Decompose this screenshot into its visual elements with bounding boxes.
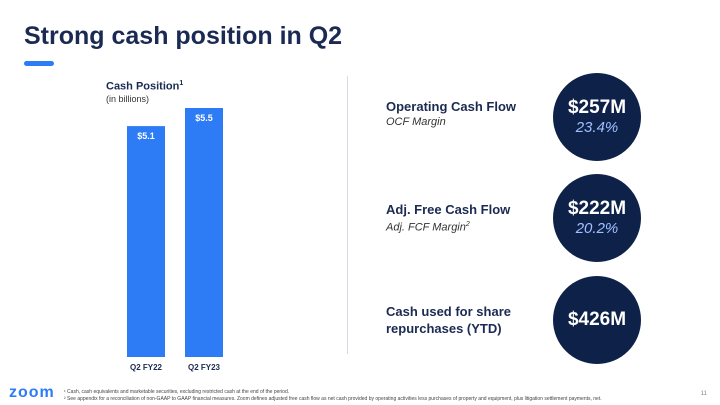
chart-title: Cash Position1: [106, 80, 184, 93]
metric-ocf-circle: $257M 23.4%: [553, 73, 641, 161]
bar-q2-fy23: [185, 108, 223, 357]
metric-ocf-percent: 23.4%: [575, 119, 619, 136]
cash-position-chart: $5.1 Q2 FY22 $5.5 Q2 FY23: [127, 108, 223, 372]
bar-value-label: $5.1: [137, 131, 155, 141]
zoom-logo: zoom: [9, 384, 55, 401]
section-divider: [347, 76, 348, 354]
category-label: Q2 FY23: [188, 363, 221, 372]
metric-fcf-note: Adj. FCF Margin2: [386, 221, 470, 234]
metric-repurchase-circle: $426M: [553, 276, 641, 364]
metric-repurchase-name-line1: Cash used for share: [386, 304, 511, 319]
page-number: 11: [700, 391, 707, 397]
chart-subtitle: (in billions): [106, 93, 150, 104]
metric-ocf-note: OCF Margin: [386, 116, 446, 128]
page-title: Strong cash position in Q2: [24, 22, 343, 50]
metric-ocf-label: Operating Cash Flow OCF Margin: [386, 98, 516, 129]
title-accent-bar: [24, 61, 54, 66]
metric-repurchase-label: Cash used for share repurchases (YTD): [386, 303, 511, 337]
category-label: Q2 FY22: [130, 363, 163, 372]
metric-fcf-footnote-marker: 2: [465, 221, 470, 228]
bar-value-label: $5.5: [195, 113, 213, 123]
footnote-1: ¹ Cash, cash equivalents and marketable …: [64, 389, 290, 395]
metric-repurchase-name-line2: repurchases (YTD): [386, 321, 502, 336]
metric-fcf-percent: 20.2%: [575, 220, 619, 237]
metric-fcf-value: $222M: [567, 198, 627, 219]
footnotes: ¹ Cash, cash equivalents and marketable …: [64, 389, 602, 403]
footnote-2: ² See appendix for a reconciliation of n…: [64, 396, 602, 402]
metric-fcf-label: Adj. Free Cash Flow Adj. FCF Margin2: [386, 201, 510, 235]
metric-ocf-value: $257M: [567, 97, 627, 118]
chart-title-block: Cash Position1 (in billions): [106, 80, 183, 104]
metric-ocf-name: Operating Cash Flow: [386, 99, 517, 114]
bar-q2-fy22: [127, 126, 165, 357]
chart-title-footnote-marker: 1: [179, 80, 184, 87]
metric-repurchase-value: $426M: [567, 309, 627, 330]
metric-fcf-name: Adj. Free Cash Flow: [386, 202, 511, 217]
metric-fcf-circle: $222M 20.2%: [553, 174, 641, 262]
